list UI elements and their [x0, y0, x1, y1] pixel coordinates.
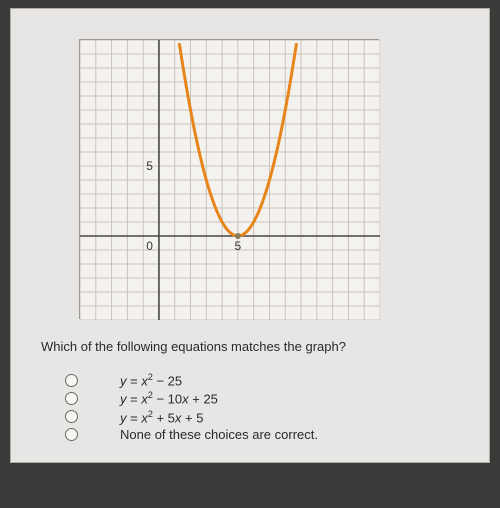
answer-choices: y = x2 − 25 y = x2 − 10x + 25 y = x2 + 5… [65, 372, 477, 442]
choice-label: y = x2 − 25 [120, 372, 182, 388]
svg-text:5: 5 [235, 239, 242, 253]
parabola-chart: 5 0 5 [80, 40, 380, 320]
choice-row: y = x2 − 10x + 25 [65, 390, 477, 406]
svg-text:5: 5 [146, 159, 153, 173]
radio-button[interactable] [65, 374, 78, 387]
graph-frame: 5 0 5 [79, 39, 379, 319]
choice-label: y = x2 − 10x + 25 [120, 390, 218, 406]
question-card: 5 0 5 Which of the following equations mat… [10, 8, 490, 463]
choice-label: None of these choices are correct. [120, 427, 318, 442]
radio-button[interactable] [65, 392, 78, 405]
choice-row: None of these choices are correct. [65, 427, 477, 442]
radio-button[interactable] [65, 428, 78, 441]
choice-label: y = x2 + 5x + 5 [120, 409, 203, 425]
svg-text:0: 0 [146, 239, 153, 253]
choice-row: y = x2 + 5x + 5 [65, 409, 477, 425]
question-text: Which of the following equations matches… [41, 339, 477, 354]
choice-row: y = x2 − 25 [65, 372, 477, 388]
radio-button[interactable] [65, 410, 78, 423]
